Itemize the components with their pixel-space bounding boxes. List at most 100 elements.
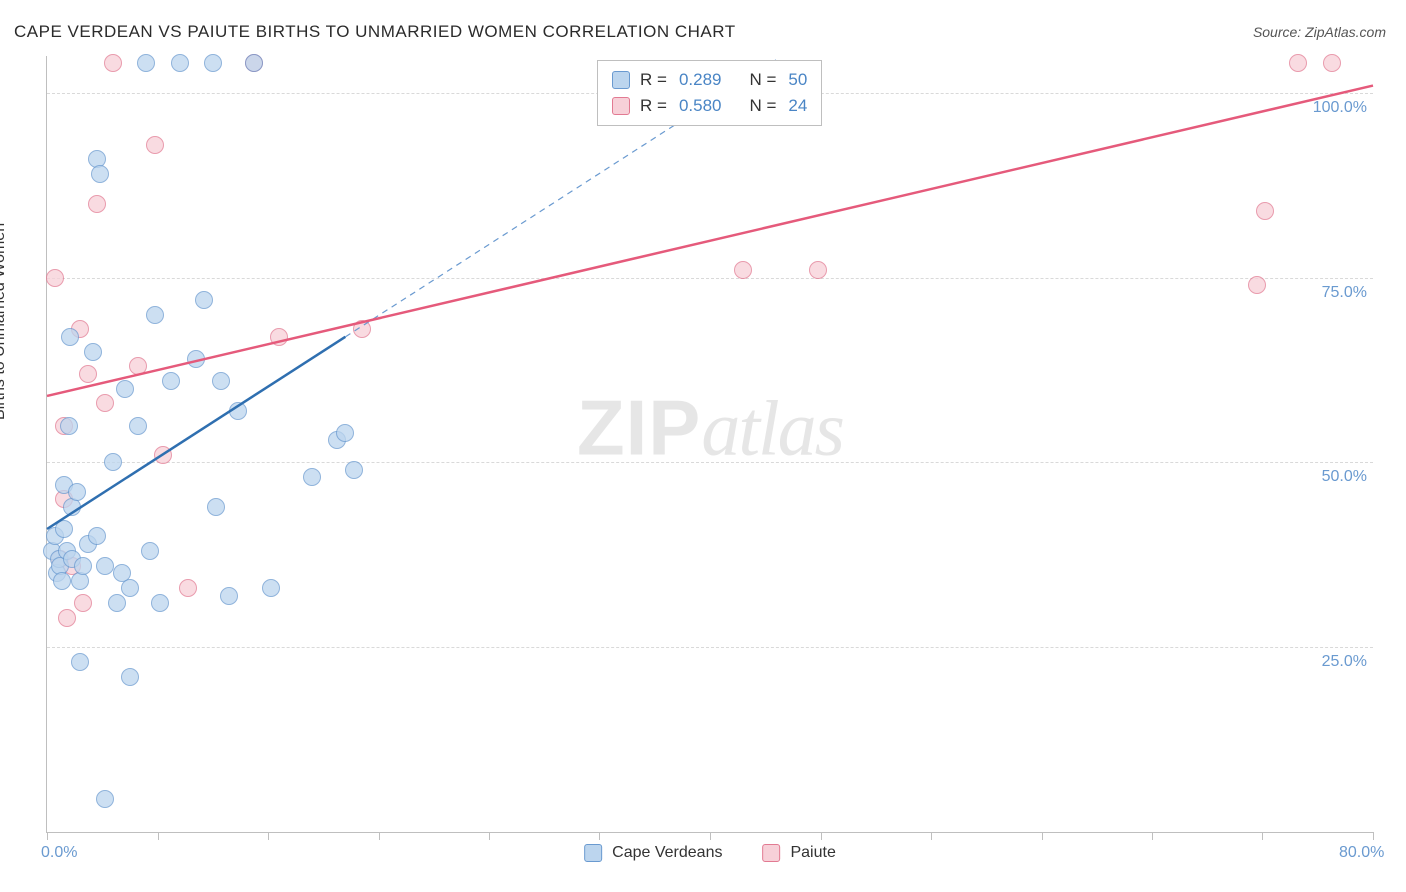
- point-cape-verdeans: [345, 461, 363, 479]
- source-label: Source: ZipAtlas.com: [1253, 24, 1386, 40]
- point-cape-verdeans: [121, 579, 139, 597]
- legend-n-value: 24: [788, 96, 807, 116]
- watermark-atlas: atlas: [701, 385, 843, 472]
- point-cape-verdeans: [162, 372, 180, 390]
- x-tick: [1152, 832, 1153, 840]
- point-cape-verdeans: [207, 498, 225, 516]
- point-cape-verdeans: [141, 542, 159, 560]
- point-cape-verdeans: [171, 54, 189, 72]
- series-legend: Cape Verdeans Paiute: [584, 844, 836, 862]
- point-cape-verdeans: [96, 557, 114, 575]
- correlation-legend: R = 0.289 N = 50R = 0.580 N = 24: [597, 60, 822, 126]
- point-cape-verdeans: [104, 453, 122, 471]
- point-paiute: [270, 328, 288, 346]
- point-cape-verdeans: [96, 790, 114, 808]
- point-paiute: [1323, 54, 1341, 72]
- x-tick: [268, 832, 269, 840]
- x-tick: [931, 832, 932, 840]
- trend-lines-svg: [47, 56, 1373, 832]
- point-paiute: [734, 261, 752, 279]
- x-tick: [599, 832, 600, 840]
- y-tick-label: 100.0%: [1313, 99, 1367, 117]
- gridline-h: [47, 647, 1373, 648]
- plot-area: ZIPatlas R =0.289N =50R =0.580N =24 Cape…: [46, 56, 1373, 833]
- point-cape-verdeans: [303, 468, 321, 486]
- point-cape-verdeans: [245, 54, 263, 72]
- point-cape-verdeans: [60, 417, 78, 435]
- point-cape-verdeans: [195, 291, 213, 309]
- x-tick: [1262, 832, 1263, 840]
- point-paiute: [58, 609, 76, 627]
- point-paiute: [1248, 276, 1266, 294]
- point-cape-verdeans: [108, 594, 126, 612]
- point-paiute: [74, 594, 92, 612]
- legend-swatch: [612, 71, 630, 89]
- point-paiute: [353, 320, 371, 338]
- legend-swatch: [584, 844, 602, 862]
- point-cape-verdeans: [84, 343, 102, 361]
- x-tick: [1373, 832, 1374, 840]
- gridline-h: [47, 462, 1373, 463]
- point-cape-verdeans: [137, 54, 155, 72]
- y-tick-label: 75.0%: [1322, 284, 1367, 302]
- chart-title: CAPE VERDEAN VS PAIUTE BIRTHS TO UNMARRI…: [14, 22, 736, 42]
- point-paiute: [146, 136, 164, 154]
- point-cape-verdeans: [53, 572, 71, 590]
- point-cape-verdeans: [88, 527, 106, 545]
- x-tick: [489, 832, 490, 840]
- bottom-legend-item: Cape Verdeans: [584, 844, 722, 862]
- legend-n-label: N =: [749, 96, 776, 116]
- y-tick-label: 50.0%: [1322, 468, 1367, 486]
- bottom-legend-label: Paiute: [790, 844, 835, 862]
- watermark-zip: ZIP: [577, 384, 701, 472]
- point-cape-verdeans: [220, 587, 238, 605]
- x-tick: [158, 832, 159, 840]
- x-tick: [821, 832, 822, 840]
- legend-r-value: 0.289: [679, 70, 722, 90]
- point-paiute: [96, 394, 114, 412]
- point-cape-verdeans: [229, 402, 247, 420]
- point-cape-verdeans: [129, 417, 147, 435]
- x-tick-label: 0.0%: [41, 844, 77, 862]
- point-paiute: [88, 195, 106, 213]
- bottom-legend-label: Cape Verdeans: [612, 844, 722, 862]
- legend-row-pink: R =0.580N =24: [612, 93, 807, 119]
- x-tick: [710, 832, 711, 840]
- point-cape-verdeans: [262, 579, 280, 597]
- point-cape-verdeans: [74, 557, 92, 575]
- point-paiute: [809, 261, 827, 279]
- legend-r-value: 0.580: [679, 96, 722, 116]
- point-paiute: [179, 579, 197, 597]
- point-cape-verdeans: [121, 668, 139, 686]
- point-paiute: [154, 446, 172, 464]
- point-paiute: [79, 365, 97, 383]
- legend-row-blue: R = 0.289 N = 50: [612, 67, 807, 93]
- x-tick: [379, 832, 380, 840]
- point-cape-verdeans: [212, 372, 230, 390]
- point-cape-verdeans: [68, 483, 86, 501]
- point-cape-verdeans: [146, 306, 164, 324]
- x-tick-label: 80.0%: [1339, 844, 1384, 862]
- point-cape-verdeans: [55, 520, 73, 538]
- legend-n-label: N =: [749, 70, 776, 90]
- y-tick-label: 25.0%: [1322, 653, 1367, 671]
- watermark: ZIPatlas: [577, 383, 843, 474]
- x-tick: [1042, 832, 1043, 840]
- point-cape-verdeans: [204, 54, 222, 72]
- gridline-h: [47, 278, 1373, 279]
- point-cape-verdeans: [116, 380, 134, 398]
- point-paiute: [46, 269, 64, 287]
- point-cape-verdeans: [61, 328, 79, 346]
- point-cape-verdeans: [187, 350, 205, 368]
- legend-r-label: R =: [640, 70, 667, 90]
- point-cape-verdeans: [71, 653, 89, 671]
- y-axis-label: Births to Unmarried Women: [0, 223, 9, 420]
- point-cape-verdeans: [151, 594, 169, 612]
- point-cape-verdeans: [336, 424, 354, 442]
- legend-swatch: [612, 97, 630, 115]
- point-paiute: [104, 54, 122, 72]
- bottom-legend-item: Paiute: [762, 844, 835, 862]
- legend-n-value: 50: [788, 70, 807, 90]
- point-paiute: [129, 357, 147, 375]
- point-paiute: [1289, 54, 1307, 72]
